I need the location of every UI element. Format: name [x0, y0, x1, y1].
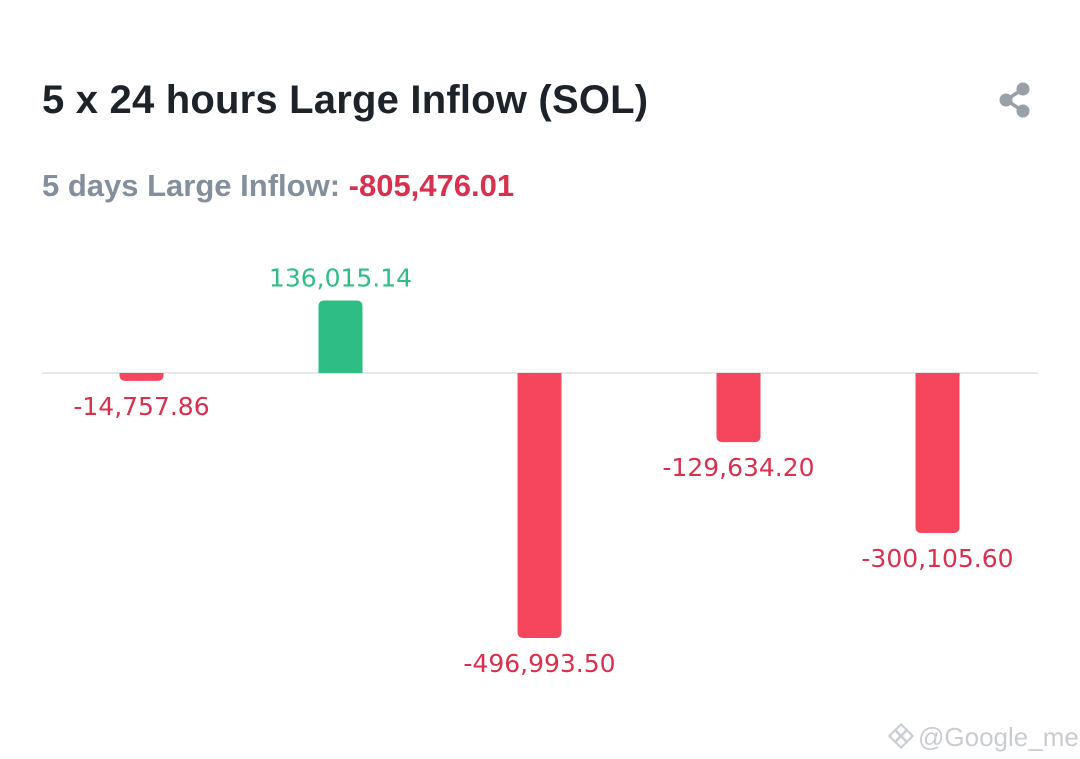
watermark-text: @Google_me	[918, 722, 1079, 752]
watermark: @Google_me	[887, 722, 1079, 756]
page-title: 5 x 24 hours Large Inflow (SOL)	[42, 78, 649, 122]
bar-value-label-4: -129,634.20	[662, 453, 814, 482]
bar-2	[318, 300, 363, 373]
bar-value-label-1: -14,757.86	[73, 392, 209, 421]
bar-3	[517, 373, 562, 638]
bar-value-label-3: -496,993.50	[463, 649, 615, 678]
summary-label: 5 days Large Inflow:	[42, 168, 341, 203]
bar-5	[915, 373, 960, 534]
summary-value: -805,476.01	[348, 168, 515, 203]
binance-logo-icon	[887, 722, 915, 756]
bar-value-label-5: -300,105.60	[861, 544, 1013, 573]
share-icon	[999, 82, 1030, 118]
share-button[interactable]	[995, 80, 1035, 120]
bar-4	[716, 373, 761, 443]
summary-line: 5 days Large Inflow: -805,476.01	[42, 168, 514, 204]
bar-1	[119, 373, 164, 381]
inflow-bar-chart: -14,757.86 136,015.14 -496,993.50 -129,634.…	[42, 263, 1038, 678]
bar-value-label-2: 136,015.14	[269, 263, 412, 292]
